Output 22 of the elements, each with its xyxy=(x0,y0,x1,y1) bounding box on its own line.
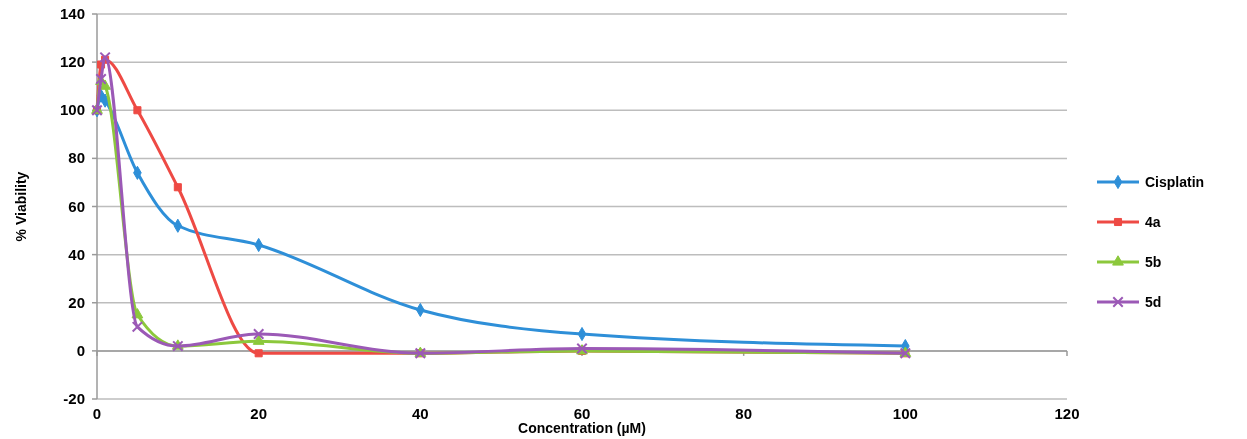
y-tick-label: -20 xyxy=(63,390,85,407)
y-tick-label: 140 xyxy=(59,5,85,22)
legend-label: Cisplatin xyxy=(1145,174,1205,190)
x-tick-label: 100 xyxy=(892,405,918,422)
y-tick-label: 0 xyxy=(76,341,85,359)
x-tick-label: 0 xyxy=(92,405,102,422)
x-tick-label: 20 xyxy=(250,405,268,422)
legend-label: 4a xyxy=(1145,214,1161,230)
x-tick-label: 40 xyxy=(411,405,429,422)
x-tick-label: 80 xyxy=(735,405,753,422)
x-tick-label: 120 xyxy=(1054,405,1080,422)
x-axis-title: Concentration (µM) xyxy=(518,420,646,436)
y-tick-label: 60 xyxy=(68,197,85,215)
legend-label: 5d xyxy=(1145,294,1162,310)
y-tick-label: 20 xyxy=(68,293,85,311)
legend-label: 5b xyxy=(1145,254,1162,270)
y-tick-label: 100 xyxy=(59,101,85,119)
y-axis-title: % Viability xyxy=(13,171,29,242)
y-tick-label: 40 xyxy=(68,245,85,263)
y-tick-label: 80 xyxy=(68,149,85,167)
y-tick-label: 120 xyxy=(59,53,85,71)
x-tick-label: 60 xyxy=(573,405,591,422)
